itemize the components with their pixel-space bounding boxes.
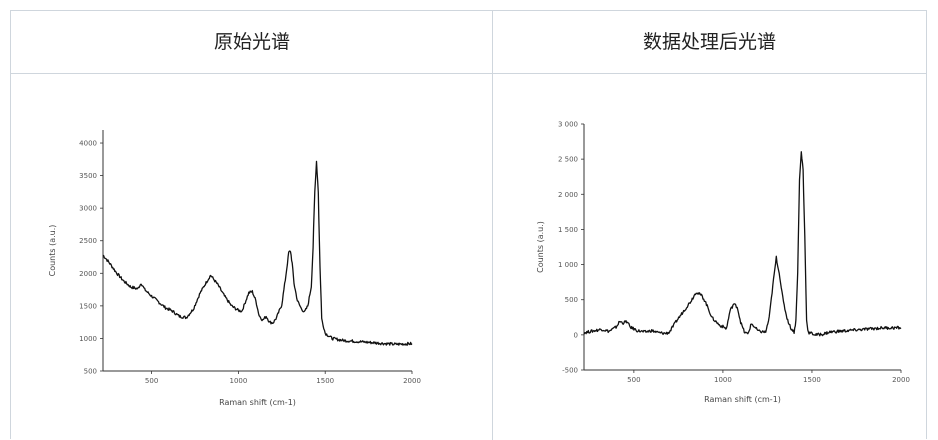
orig-y-tick-label: 1500: [79, 302, 97, 310]
header-processed-spectrum: 数据处理后光谱: [642, 31, 776, 53]
proc-y-tick-label: 3 000: [558, 121, 578, 129]
proc-y-tick-label: -500: [562, 367, 578, 375]
orig-y-tick-label: 3000: [79, 205, 97, 213]
orig-y-axis-label: Counts (a.u.): [48, 225, 57, 277]
orig-y-tick-label: 2500: [79, 237, 97, 245]
proc-y-tick-label: 2 500: [558, 156, 578, 164]
proc-y-axis-label: Counts (a.u.): [536, 221, 545, 273]
table-header-row: 原始光谱 数据处理后光谱: [11, 11, 926, 74]
comparison-table: 原始光谱 数据处理后光谱: [10, 10, 927, 440]
proc-y-tick-label: 1 500: [558, 226, 578, 234]
orig-y-tick-label: 3500: [79, 172, 97, 180]
orig-x-tick-label: 1000: [229, 377, 247, 385]
orig-x-axis-label: Raman shift (cm-1): [219, 398, 296, 407]
orig-x-tick-label: 2000: [403, 377, 421, 385]
orig-y-tick-label: 1000: [79, 335, 97, 343]
proc-y-tick-label: 2 000: [558, 191, 578, 199]
proc-y-tick-label: 1 000: [558, 261, 578, 269]
proc-x-tick-label: 500: [627, 376, 640, 384]
proc-y-tick-label: 500: [565, 296, 578, 304]
orig-y-tick-label: 2000: [79, 270, 97, 278]
proc-x-tick-label: 1500: [803, 376, 821, 384]
proc-spectrum-line: [583, 151, 902, 337]
proc-x-axis-label: Raman shift (cm-1): [704, 395, 781, 404]
orig-x-tick-label: 500: [145, 377, 158, 385]
proc-y-tick-label: 0: [574, 331, 578, 339]
orig-y-tick-label: 500: [84, 368, 97, 376]
orig-spectrum-line: [102, 160, 413, 346]
orig-y-tick-label: 4000: [79, 140, 97, 148]
proc-x-tick-label: 2000: [892, 376, 910, 384]
header-original-spectrum: 原始光谱: [213, 31, 290, 53]
proc-x-tick-label: 1000: [714, 376, 732, 384]
orig-x-tick-label: 1500: [316, 377, 334, 385]
column-divider: [492, 11, 493, 440]
